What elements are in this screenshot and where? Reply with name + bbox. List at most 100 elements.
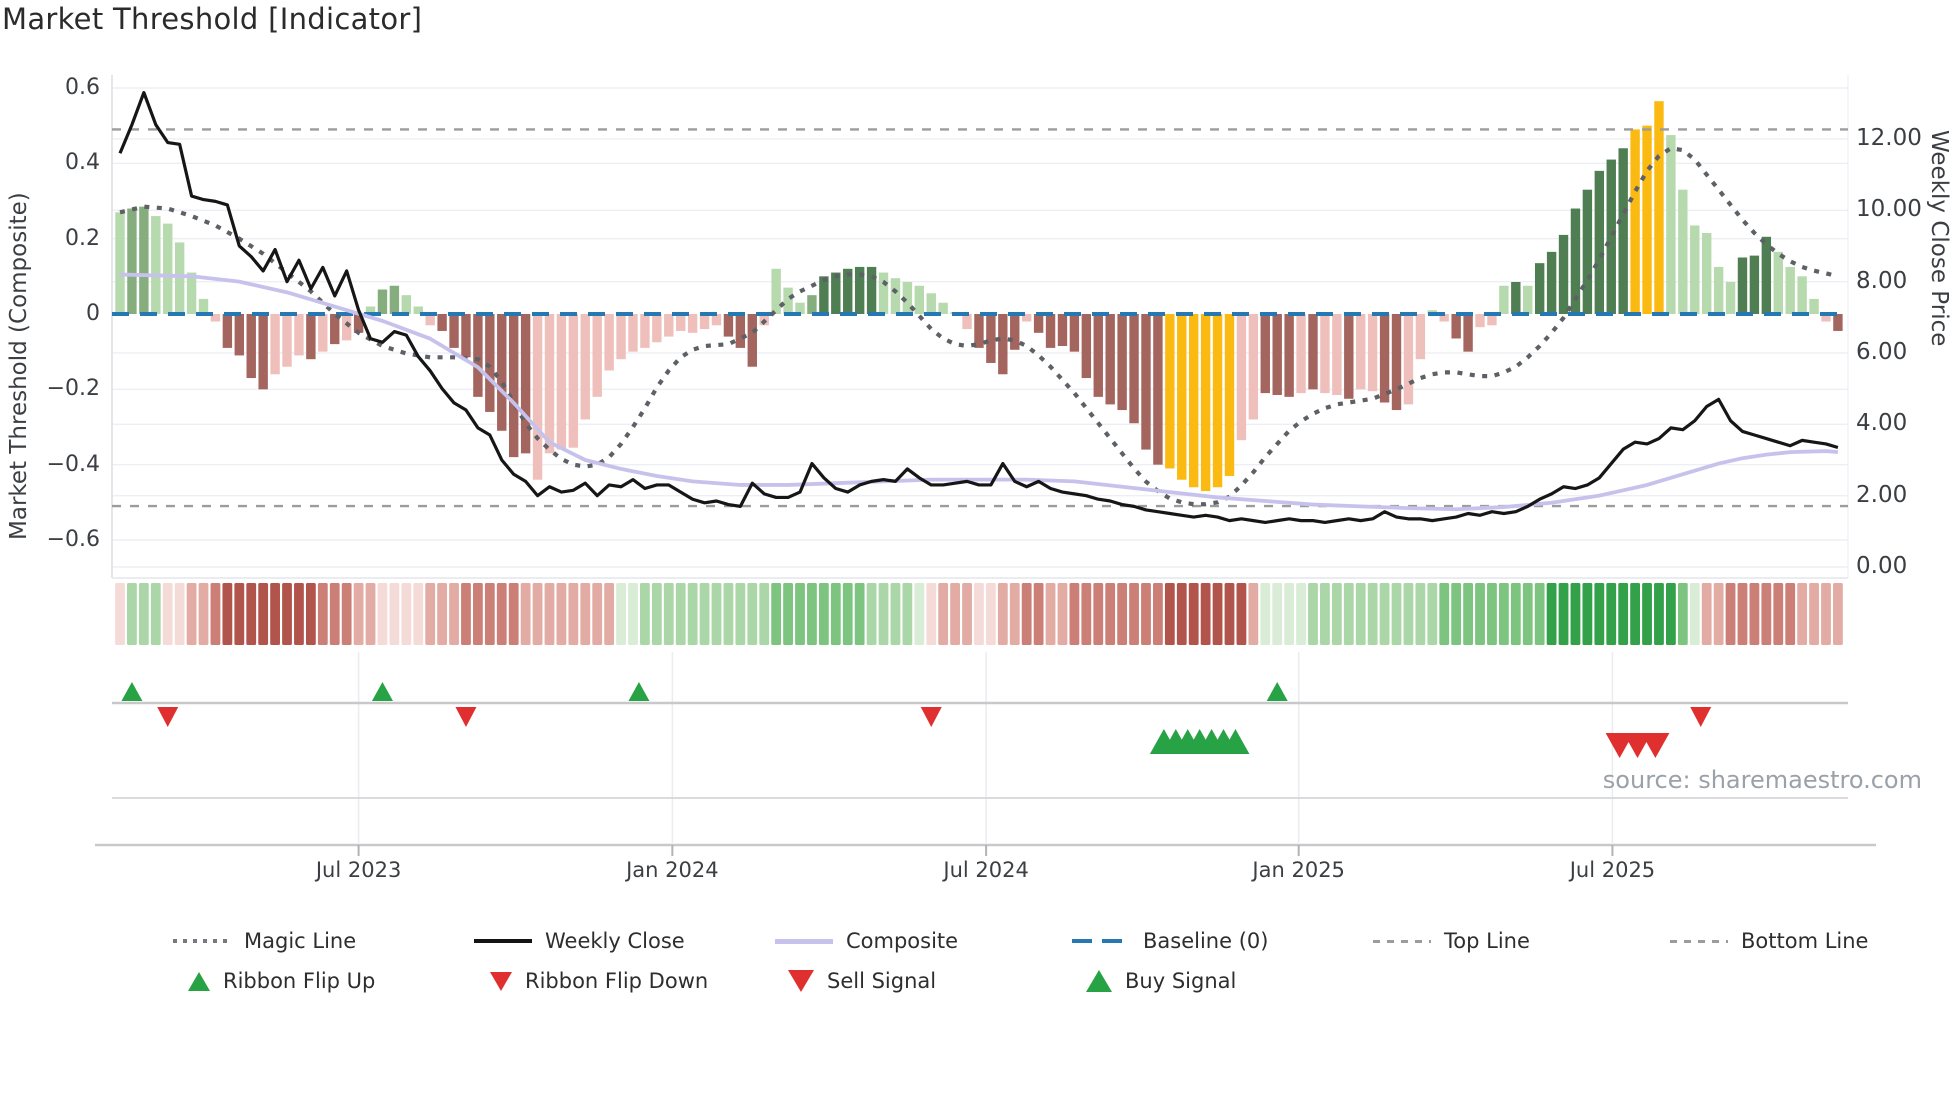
ribbon-cell	[830, 583, 841, 645]
histogram-bar	[306, 314, 316, 360]
ribbon-cell	[735, 583, 746, 645]
histogram-bar	[1546, 251, 1557, 314]
ribbon-cell	[1212, 583, 1223, 645]
ribbon-cell	[1093, 583, 1104, 645]
legend-label: Ribbon Flip Up	[223, 969, 376, 993]
histogram-bar	[520, 314, 531, 454]
histogram-bar	[819, 276, 829, 314]
histogram-bar	[1606, 159, 1616, 314]
x-tick-label: Jul 2023	[315, 858, 402, 882]
histogram-bar	[1833, 314, 1843, 331]
histogram-bar	[1129, 314, 1139, 424]
ribbon-cell	[1522, 583, 1533, 645]
histogram-bar	[437, 314, 447, 331]
ribbon-cell	[1654, 583, 1664, 645]
histogram-bar	[616, 314, 626, 360]
ribbon-cell	[174, 583, 185, 645]
histogram-bar	[747, 314, 757, 367]
ribbon-cell	[508, 583, 519, 645]
histogram-bar	[186, 272, 197, 314]
histogram-bar	[270, 314, 280, 375]
histogram-bar	[1690, 225, 1700, 314]
histogram-bar	[1272, 314, 1282, 395]
ribbon-cell	[1582, 583, 1593, 645]
histogram-bar	[1439, 314, 1449, 322]
ribbon-flip-down-marker	[455, 707, 477, 727]
ribbon-cell	[974, 583, 984, 645]
histogram-bar	[711, 314, 722, 326]
histogram-bar	[1570, 208, 1581, 314]
legend-swatch-tri-down-icon	[490, 971, 512, 991]
ribbon-cell	[807, 583, 817, 645]
ribbon-cell	[1331, 583, 1342, 645]
ribbon-cell	[1546, 583, 1557, 645]
ribbon-cell	[878, 583, 889, 645]
ribbon-cell	[1176, 583, 1187, 645]
ribbon-cell	[532, 583, 543, 645]
legend-swatch-dashed-blue-icon	[1072, 939, 1130, 943]
histogram-bar	[652, 314, 662, 343]
histogram-bar	[1785, 266, 1795, 314]
y-left-tick-label: −0.6	[46, 527, 100, 552]
ribbon-cell	[1379, 583, 1390, 645]
ribbon-flip-down-marker	[920, 707, 942, 727]
ribbon-cell	[1403, 583, 1414, 645]
histogram-bar	[1236, 314, 1247, 441]
ribbon-cell	[926, 583, 937, 645]
ribbon-cell	[604, 583, 615, 645]
ribbon-cell	[1200, 583, 1211, 645]
ribbon-cell	[1415, 583, 1426, 645]
legend-label: Bottom Line	[1741, 929, 1869, 953]
histogram-bar	[401, 295, 412, 314]
histogram-bar	[723, 314, 734, 337]
ribbon-cell	[1069, 583, 1080, 645]
histogram-bar	[365, 306, 376, 314]
histogram-bar	[294, 314, 304, 356]
ribbon-cell	[1355, 583, 1366, 645]
legend-swatch-solid-purple-icon	[775, 938, 833, 944]
histogram-bar	[1189, 314, 1199, 488]
ribbon-cell	[1427, 583, 1438, 645]
ribbon-cell	[425, 583, 436, 645]
ribbon-cell	[687, 583, 698, 645]
histogram-bar	[568, 314, 579, 448]
histogram-bar	[377, 289, 388, 314]
ribbon-cell	[997, 583, 1008, 645]
histogram-bar	[1105, 314, 1115, 405]
magic-line	[119, 146, 1839, 507]
ribbon-cell	[1451, 583, 1462, 645]
histogram-bar	[449, 314, 459, 348]
histogram-bar	[771, 268, 781, 314]
ribbon-cell	[1689, 583, 1700, 645]
ribbon-cell	[962, 583, 972, 645]
ribbon-cell	[675, 583, 686, 645]
ribbon-cell	[437, 583, 448, 645]
histogram-bar	[1320, 314, 1330, 394]
ribbon-cell	[651, 583, 662, 645]
histogram-bar	[1666, 135, 1676, 314]
legend-item-baseline-0: Baseline (0)	[1072, 926, 1268, 956]
histogram-bar	[330, 314, 340, 345]
ribbon-cell	[1117, 583, 1128, 645]
histogram-bar	[1093, 314, 1103, 397]
sell-signal-marker	[1641, 733, 1670, 758]
ribbon-cell	[341, 583, 352, 645]
histogram-bar	[1069, 314, 1080, 352]
ribbon-cell	[1666, 583, 1676, 645]
histogram-bar	[1081, 314, 1092, 379]
histogram-bar	[998, 314, 1008, 375]
histogram-bar	[1737, 257, 1748, 314]
histogram-bar	[473, 314, 483, 397]
buy-signal-marker	[1221, 729, 1250, 754]
legend-swatch-solid-black-icon	[474, 939, 532, 943]
histogram-bar	[1582, 189, 1593, 314]
histogram-bar	[1344, 314, 1354, 399]
ribbon-cell	[1618, 583, 1629, 645]
ribbon-cell	[1260, 583, 1271, 645]
histogram-bar	[1332, 314, 1342, 395]
ribbon-cell	[1761, 583, 1772, 645]
ribbon-cell	[759, 583, 770, 645]
x-tick-label: Jul 2024	[943, 858, 1029, 882]
histogram-bar	[795, 302, 805, 314]
ribbon-cell	[484, 583, 495, 645]
